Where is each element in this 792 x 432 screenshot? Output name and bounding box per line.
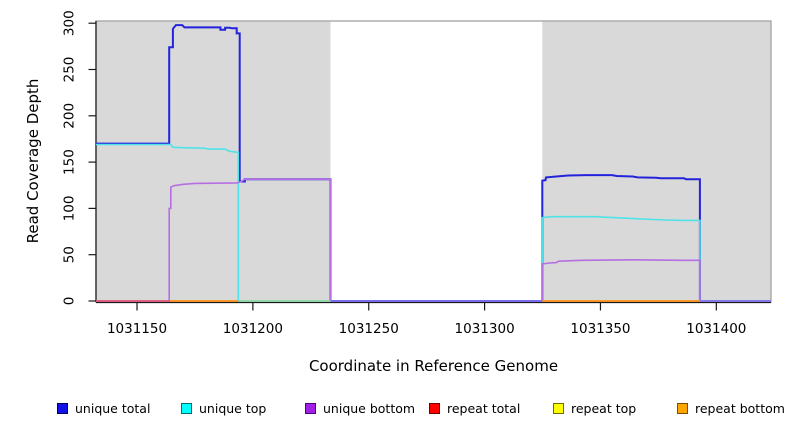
y-tick-label: 150 [62,149,78,175]
plot-background [96,21,771,302]
covered-region-left [96,21,331,302]
legend-label: unique top [199,400,267,416]
legend-swatch-icon [553,402,564,414]
x-tick-label: 1031400 [686,321,746,337]
x-tick-label: 1031150 [107,321,167,337]
y-axis-title: Read Coverage Depth [24,78,42,244]
legend: unique total unique top unique bottom repea… [57,399,792,417]
legend-item-repeat-top: repeat top [553,401,677,416]
y-tick-label: 250 [62,57,78,83]
legend-label: unique total [75,400,151,416]
y-tick-label: 100 [62,196,78,222]
y-tick-label: 300 [62,10,78,36]
legend-item-unique-bottom: unique bottom [305,401,429,416]
y-tick-label: 0 [62,297,78,306]
x-tick-label: 1031250 [339,321,399,337]
y-tick-label: 200 [62,103,78,129]
legend-label: repeat bottom [695,400,785,416]
legend-label: unique bottom [323,400,416,416]
legend-swatch-icon [181,402,192,414]
legend-item-unique-top: unique top [181,401,305,416]
legend-item-repeat-total: repeat total [429,401,553,416]
legend-label: repeat total [447,400,521,416]
series-unique-bottom [96,178,771,302]
x-tick-label: 1031350 [570,321,630,337]
axes: 0 50 100 150 200 250 300 1031150 1031200 1031250 1… [62,10,772,337]
legend-label: repeat top [571,400,637,416]
legend-swatch-icon [305,402,316,414]
legend-swatch-icon [57,402,68,414]
x-tick-label: 1031300 [455,321,515,337]
x-axis-title: Coordinate in Reference Genome [308,357,559,375]
x-tick-label: 1031200 [223,321,283,337]
legend-swatch-icon [429,402,440,414]
coverage-plot-canvas: 0 50 100 150 200 250 300 1031150 1031200 1031250 1… [62,10,772,337]
legend-item-repeat-bottom: repeat bottom [677,401,792,416]
legend-item-unique-total: unique total [57,401,181,416]
legend-swatch-icon [677,402,688,414]
y-tick-label: 50 [62,246,78,263]
covered-region-right [542,21,771,302]
